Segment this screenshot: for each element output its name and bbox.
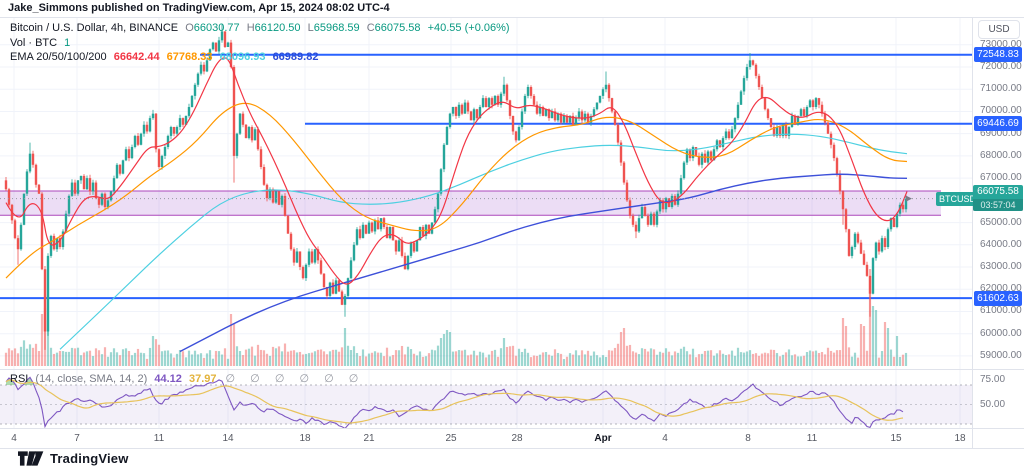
price-tick-label: 59000.00 <box>980 349 1022 361</box>
publisher-line: Jake_Simmons published on TradingView.co… <box>8 2 390 14</box>
rsi-params: (14, close, SMA, 14, 2) <box>35 373 148 385</box>
tradingview-logo-icon <box>18 451 44 466</box>
gridlines <box>0 18 972 428</box>
rsi-line <box>5 376 904 428</box>
price-tick-label: 69000.00 <box>980 127 1022 139</box>
time-tick-label: 25 <box>445 433 457 444</box>
rsi-tick-label: 50.00 <box>980 398 1006 410</box>
main-pane <box>0 23 972 366</box>
level-price-badge: 72548.83 <box>974 47 1022 63</box>
ema200-line <box>179 173 908 353</box>
price-tick-label: 68000.00 <box>980 149 1022 161</box>
last-price-value: 66075.58 <box>977 185 1019 197</box>
rsi-value: 44.12 <box>154 373 182 385</box>
ohlc-open-value: 66030.77 <box>193 22 240 34</box>
rsi-pane <box>0 376 972 428</box>
volume-value: 1 <box>64 36 71 49</box>
rsi-empty-slots: ∅ ∅ ∅ ∅ ∅ ∅ <box>225 373 365 385</box>
time-tick-label: 14 <box>222 433 234 444</box>
ema100-value: 68096.93 <box>219 51 266 63</box>
level-price-badge: 69446.69 <box>974 116 1022 132</box>
ema-legend-row[interactable]: EMA 20/50/100/200 66642.44 67768.33 6809… <box>10 50 510 65</box>
ohlc-close-value: 66075.58 <box>374 22 421 34</box>
price-tick-label: 62000.00 <box>980 283 1022 295</box>
ohlc-change: +40.55 (+0.06%) <box>427 22 510 34</box>
bar-countdown: 03:57:04 <box>973 198 1023 211</box>
time-tick-label: 28 <box>511 433 523 444</box>
brand-name: TradingView <box>50 451 129 466</box>
last-price-pointer <box>906 195 912 202</box>
price-tick-label: 67000.00 <box>980 172 1022 184</box>
currency-toggle-button[interactable]: USD <box>978 20 1020 39</box>
symbol-title-row[interactable]: Bitcoin / U.S. Dollar, 4h, BINANCE O6603… <box>10 21 510 36</box>
price-tick-label: 72000.00 <box>980 61 1022 72</box>
time-tick-label: 18 <box>954 433 966 444</box>
time-tick-label: 11 <box>153 433 165 444</box>
ema100-line <box>59 133 908 350</box>
ohlc-high-value: 66120.50 <box>254 22 301 34</box>
candles <box>4 23 908 350</box>
rsi-legend-row[interactable]: RSI (14, close, SMA, 14, 2) 44.12 37.97 … <box>10 372 364 385</box>
ema20-value: 66642.44 <box>113 51 160 63</box>
chart-legend: Bitcoin / U.S. Dollar, 4h, BINANCE O6603… <box>10 21 510 65</box>
ema50-line <box>5 102 908 279</box>
volume-legend-row[interactable]: Vol · BTC 1 <box>10 36 510 51</box>
time-tick-label: 11 <box>806 433 818 444</box>
ohlc-high-label: H <box>246 22 255 34</box>
time-tick-label: 8 <box>745 433 751 444</box>
rsi-ma-line <box>5 379 904 424</box>
price-tick-label: 60000.00 <box>980 327 1022 339</box>
price-tick-label: 73000.00 <box>980 38 1022 50</box>
price-tick-label: 63000.00 <box>980 261 1022 273</box>
time-tick-label: 18 <box>299 433 311 444</box>
ohlc-low-label: L <box>307 22 314 34</box>
time-tick-label: 4 <box>662 433 668 444</box>
time-tick-label: 4 <box>11 433 17 444</box>
rsi-label: RSI <box>10 373 29 385</box>
last-price-badge: 66075.58 03:57:04 <box>973 184 1023 211</box>
ema-label: EMA 20/50/100/200 <box>10 51 107 63</box>
ema20-line <box>5 57 908 285</box>
time-tick-label: 21 <box>363 433 375 444</box>
volume-bars <box>4 269 908 366</box>
time-tick-label: 7 <box>74 433 80 444</box>
ohlc-low-value: 65968.59 <box>313 22 360 34</box>
ohlc-close-label: C <box>366 22 375 34</box>
price-tick-label: 65000.00 <box>980 216 1022 228</box>
price-tick-label: 70000.00 <box>980 105 1022 117</box>
symbol-title: Bitcoin / U.S. Dollar, 4h, BINANCE <box>10 22 179 34</box>
price-tick-label: 61000.00 <box>980 305 1022 317</box>
time-tick-label: 15 <box>890 433 902 444</box>
rsi-ma-value: 37.97 <box>188 373 217 385</box>
ema50-value: 67768.33 <box>166 51 213 63</box>
level-price-badge: 61602.63 <box>974 290 1022 306</box>
price-tick-label: 71000.00 <box>980 83 1022 95</box>
last-price-symbol-tag: BTCUSD <box>936 191 980 206</box>
ohlc-open-label: O <box>185 22 194 34</box>
supply-zone <box>0 191 941 216</box>
ema200-value: 66989.82 <box>272 51 319 63</box>
price-tick-label: 64000.00 <box>980 238 1022 250</box>
volume-label: Vol · BTC <box>10 36 58 49</box>
footer-brand[interactable]: TradingView <box>18 451 129 466</box>
time-tick-label: Apr <box>594 433 612 444</box>
rsi-tick-label: 75.00 <box>980 374 1006 386</box>
